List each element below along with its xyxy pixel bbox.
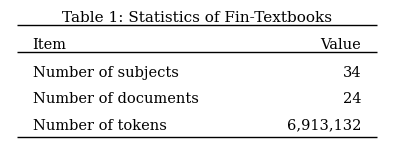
- Text: Number of documents: Number of documents: [33, 92, 199, 106]
- Text: Table 1: Statistics of Fin-Textbooks: Table 1: Statistics of Fin-Textbooks: [62, 11, 332, 25]
- Text: 34: 34: [343, 66, 361, 80]
- Text: Item: Item: [33, 38, 67, 52]
- Text: Number of subjects: Number of subjects: [33, 66, 178, 80]
- Text: 6,913,132: 6,913,132: [287, 119, 361, 133]
- Text: 24: 24: [343, 92, 361, 106]
- Text: Number of tokens: Number of tokens: [33, 119, 167, 133]
- Text: Value: Value: [321, 38, 361, 52]
